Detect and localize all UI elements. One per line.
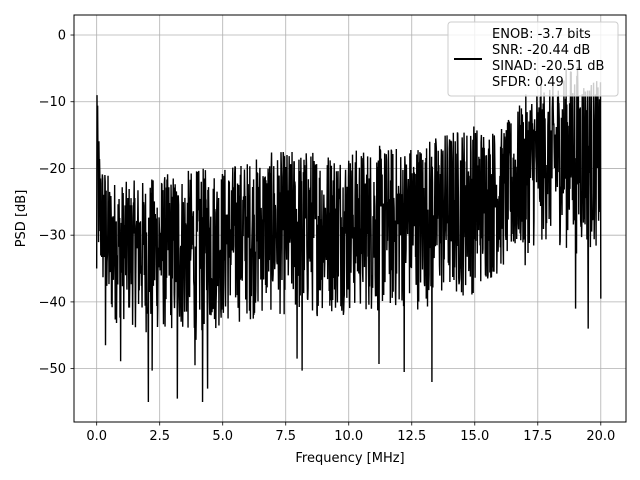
x-tick-label: 17.5 [523,429,552,444]
y-axis-label: PSD [dB] [14,190,29,248]
x-tick-label: 10.0 [334,429,363,444]
y-tick-label: −40 [39,295,66,310]
x-tick-label: 0.0 [86,429,107,444]
series-layer [95,66,602,402]
y-tick-label: −20 [39,162,66,177]
x-tick-label: 12.5 [397,429,426,444]
y-tick-label: −50 [39,362,66,377]
x-tick-label: 15.0 [460,429,489,444]
legend-sinad: SINAD: -20.51 dB [492,59,604,74]
y-tick-label: −30 [39,229,66,244]
legend: ENOB: -3.7 bits SNR: -20.44 dB SINAD: -2… [447,21,619,97]
y-axis-ticks: 0 −10 −20 −30 −40 −50 [39,29,74,377]
y-tick-label: −10 [39,95,66,110]
x-axis-ticks: 0.0 2.5 5.0 7.5 10.0 12.5 15.0 17.5 20.0 [86,422,615,444]
legend-sfdr: SFDR: 0.49 [492,75,564,90]
legend-snr: SNR: -20.44 dB [492,43,590,58]
x-tick-label: 20.0 [586,429,615,444]
x-axis-label: Frequency [MHz] [295,451,404,466]
x-tick-label: 5.0 [212,429,233,444]
plot-area-frame [73,14,627,423]
legend-enob: ENOB: -3.7 bits [492,27,591,42]
legend-box [447,21,619,97]
x-tick-label: 2.5 [149,429,170,444]
y-tick-label: 0 [58,29,66,44]
x-tick-label: 7.5 [275,429,296,444]
psd-trace [95,66,602,402]
